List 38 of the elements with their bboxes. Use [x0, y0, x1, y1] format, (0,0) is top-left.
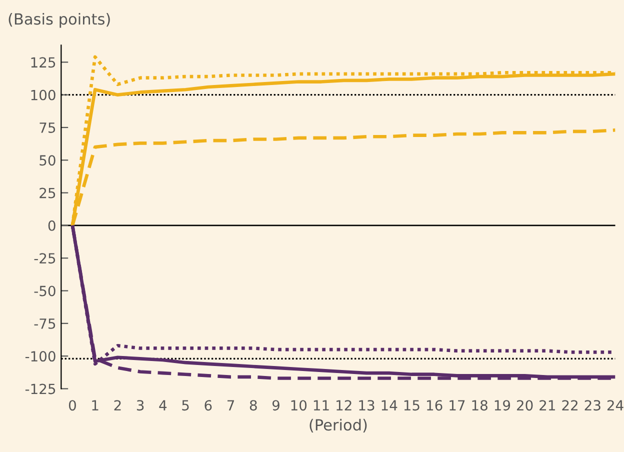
x-tick-label: 2 [114, 400, 121, 410]
y-tick-label: 125 [31, 57, 56, 68]
x-tick-label: 3 [136, 400, 144, 411]
x-tick-label: 24 [607, 400, 624, 410]
x-tick-label: 6 [204, 400, 212, 411]
x-tick-label: 19 [494, 400, 510, 411]
x-tick-label: 8 [250, 400, 257, 411]
x-tick-label: 14 [382, 400, 398, 410]
x-tick-label: 0 [68, 400, 76, 411]
x-tick-label: 22 [562, 400, 578, 410]
x-tick-label: 9 [272, 400, 280, 411]
x-tick-label: 13 [359, 400, 374, 411]
x-tick-label: 18 [472, 400, 488, 411]
x-tick-label: 17 [450, 400, 465, 410]
x-tick-label: 15 [404, 400, 420, 411]
x-axis-title: (Period) [310, 418, 367, 432]
y-tick-label: 25 [40, 188, 56, 198]
y-tick-label: -50 [34, 286, 56, 296]
x-tick-label: 4 [159, 400, 167, 410]
y-tick-label: -100 [25, 351, 56, 362]
x-tick-label: 12 [336, 400, 352, 410]
x-tick-label: 16 [427, 400, 442, 411]
x-tick-label: 20 [516, 400, 533, 411]
y-tick-label: 100 [31, 90, 56, 100]
x-tick-label: 5 [182, 400, 189, 411]
x-tick-label: 21 [540, 400, 555, 410]
y-tick-label: -75 [34, 318, 56, 329]
y-tick-label: 75 [40, 122, 56, 133]
x-tick-label: 23 [584, 400, 600, 411]
x-tick-label: 11 [314, 400, 329, 410]
y-tick-label: -25 [34, 253, 56, 264]
x-tick-label: 1 [92, 400, 98, 410]
y-tick-label: 0 [48, 220, 56, 231]
y-axis-title: (Basis points) [8, 12, 110, 28]
y-tick-label: -125 [25, 384, 56, 394]
x-tick-label: 10 [291, 400, 307, 411]
y-tick-label: 50 [40, 155, 56, 166]
x-tick-label: 7 [228, 400, 234, 410]
